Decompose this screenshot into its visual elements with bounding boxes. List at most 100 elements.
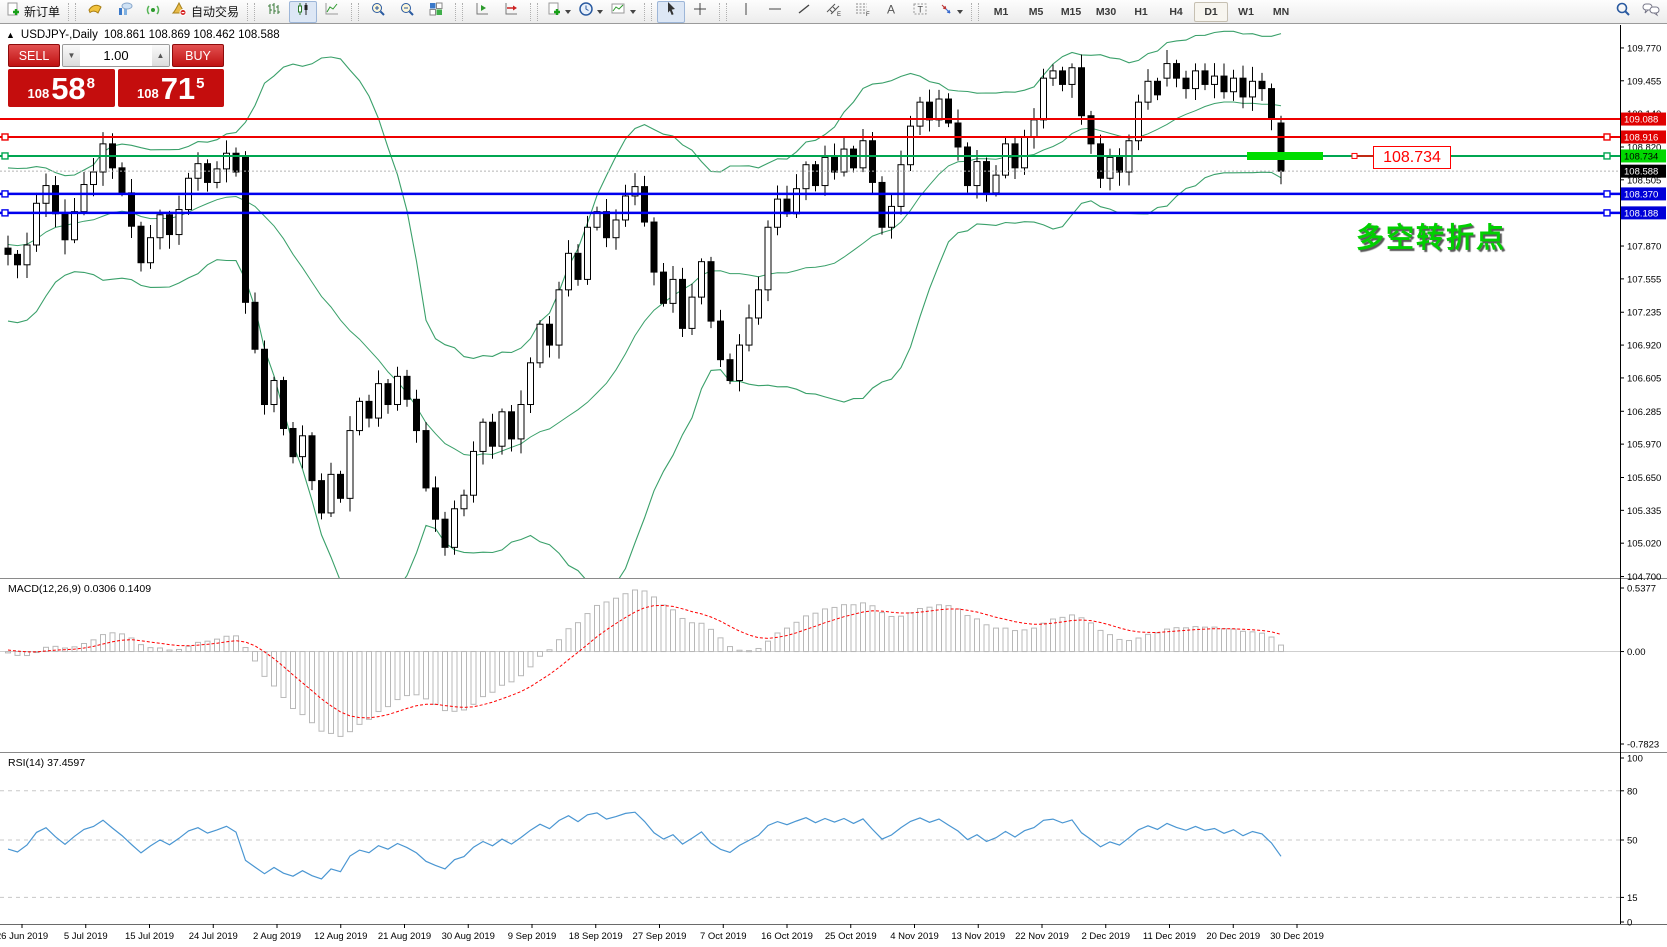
arrows-caret[interactable] [957,9,964,14]
trendline-button[interactable] [790,1,818,23]
tf-m30[interactable]: M30 [1095,5,1117,18]
macd-bar [176,648,182,653]
text-button[interactable]: A [877,1,905,23]
periods-button[interactable] [575,1,606,23]
chat-icon [1641,1,1661,22]
signals-button[interactable] [139,1,167,23]
macd-bar [318,651,325,732]
charts-button[interactable] [110,1,138,23]
zoom-in-button[interactable] [364,1,392,23]
candle [422,430,430,489]
tf-mn[interactable]: MN [1272,5,1290,18]
candle [802,164,810,190]
candle [213,168,221,183]
volume-decrease-button[interactable]: ▼ [63,45,80,66]
tf-h1[interactable]: H1 [1134,5,1148,18]
templates-caret[interactable] [630,9,637,14]
candle [365,400,373,419]
buy-price[interactable]: 108 71 5 [117,69,224,107]
candle [669,278,677,304]
sell-price[interactable]: 108 58 8 [8,69,115,107]
text-label-icon: T [912,1,929,22]
macd-bar [584,613,591,653]
tf-m5[interactable]: M5 [1028,5,1044,18]
candlestick-chart-button[interactable] [289,0,318,23]
line-chart-button[interactable] [318,1,346,23]
add-indicator-caret[interactable] [565,9,572,14]
arrows-button[interactable] [935,1,966,23]
candle [603,211,610,239]
svg-text:2 Dec 2019: 2 Dec 2019 [1081,931,1130,942]
candle [1087,115,1095,145]
chart-symbol: USDJPY-,Daily [20,29,98,41]
tile-windows-button[interactable] [422,1,450,23]
macd-bar [1259,632,1265,653]
macd-bar [784,627,790,653]
equidistant-channel-button[interactable]: E [819,1,847,23]
periods-caret[interactable] [597,9,604,14]
price-annotation[interactable]: 108.734 [1373,146,1451,169]
auto-scroll-button[interactable] [497,1,525,23]
tf-d1[interactable]: D1 [1194,1,1229,22]
candle [945,98,952,124]
zoom-out-button[interactable] [393,1,421,23]
search-button[interactable] [1609,1,1637,23]
tf-h4[interactable]: H4 [1169,5,1183,18]
macd-bar [375,651,382,713]
svg-text:7 Oct 2019: 7 Oct 2019 [700,931,746,942]
macd-bar [955,608,961,653]
horizontal-line-button[interactable] [761,1,789,23]
candle [204,163,211,183]
collapse-arrow-icon[interactable]: ▲ [6,30,15,40]
macd-bar [1230,628,1237,653]
macd-bar [1050,618,1056,653]
charts-cloud-icon [116,1,133,22]
chart-area[interactable]: 109.770109.455109.140108.820108.505108.1… [0,25,1667,947]
candle [99,143,107,173]
fibonacci-button[interactable]: F [848,1,876,23]
svg-text:0.5377: 0.5377 [1627,584,1656,595]
add-indicator-button[interactable] [543,1,574,23]
cursor-button[interactable] [657,0,686,23]
autotrading-button[interactable]: 自动交易 [168,1,242,23]
candle [1220,75,1228,93]
crosshair-button[interactable] [686,1,714,23]
volume-input[interactable] [80,45,152,66]
candle [451,508,458,548]
sell-button[interactable]: SELL [8,44,60,67]
candle [242,156,249,303]
tf-m15[interactable]: M15 [1060,5,1082,18]
candle [394,375,401,406]
trend-annotation[interactable]: 多空转折点 [1356,222,1507,253]
templates-button[interactable] [607,1,639,23]
vertical-line-button[interactable] [732,1,760,23]
macd-bar [166,649,173,653]
candle [736,344,743,382]
chart-shift-button[interactable] [468,1,496,23]
tf-m1[interactable]: M1 [993,5,1009,18]
zoom-in-icon [370,1,387,22]
svg-text:15 Jul 2019: 15 Jul 2019 [125,931,174,942]
macd-bar [1126,640,1132,653]
macd-bar [641,590,648,653]
text-label-button[interactable]: T [906,1,934,23]
svg-text:108.734: 108.734 [1624,151,1658,162]
candle [555,289,563,346]
chat-button[interactable] [1637,1,1665,23]
svg-text:15: 15 [1627,893,1638,904]
bar-chart-button[interactable] [260,1,288,23]
candle [660,271,667,304]
tf-w1[interactable]: W1 [1238,5,1254,18]
svg-text:5 Jul 2019: 5 Jul 2019 [64,931,108,942]
svg-text:F: F [866,12,870,17]
volume-increase-button[interactable]: ▲ [152,45,169,66]
macd-bar [1078,617,1085,653]
price-panel [4,30,1285,578]
svg-text:22 Nov 2019: 22 Nov 2019 [1015,931,1069,942]
arrows-icon [938,1,954,22]
history-button[interactable] [81,1,109,23]
new-order-button[interactable]: 新订单 [2,1,63,23]
buy-button[interactable]: BUY [172,44,224,67]
macd-bar [185,645,192,653]
macd-bar [565,628,572,653]
